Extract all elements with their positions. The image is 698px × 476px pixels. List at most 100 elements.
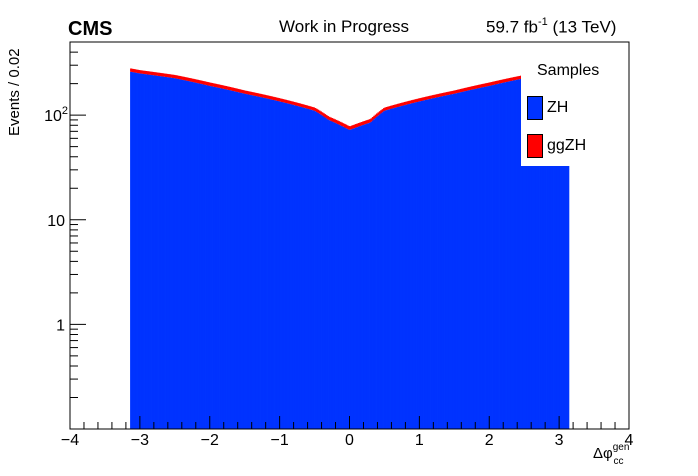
bar-ggzh-256	[487, 82, 490, 87]
bar-zh-114	[289, 104, 292, 430]
bar-ggzh-201	[410, 100, 413, 104]
bar-zh-285	[528, 77, 531, 429]
bar-ggzh-89	[254, 92, 257, 96]
bar-zh-8	[141, 73, 144, 430]
bar-zh-0	[130, 71, 132, 430]
bar-ggzh-158	[350, 125, 353, 130]
bar-zh-222	[440, 96, 443, 429]
bar-ggzh-35	[179, 75, 181, 80]
bar-ggzh-242	[468, 86, 471, 91]
bar-zh-301	[550, 75, 553, 430]
bar-ggzh-68	[225, 86, 227, 90]
bar-zh-241	[466, 90, 469, 430]
legend-swatch-ggzh	[527, 134, 543, 158]
bar-ggzh-109	[282, 99, 285, 103]
bar-zh-183	[385, 110, 388, 429]
bar-zh-190	[395, 107, 398, 430]
bar-ggzh-66	[222, 85, 225, 89]
bar-zh-149	[338, 124, 341, 429]
bar-zh-105	[276, 100, 279, 430]
bar-zh-91	[257, 96, 260, 429]
y-tick-label: 102	[44, 105, 68, 125]
bar-zh-24	[163, 76, 166, 430]
bar-ggzh-162	[356, 123, 359, 128]
bar-zh-176	[376, 116, 378, 430]
bar-ggzh-218	[434, 94, 437, 98]
bar-zh-278	[518, 79, 521, 430]
bar-zh-145	[332, 122, 335, 429]
bar-zh-196	[404, 105, 406, 429]
bar-ggzh-41	[187, 77, 190, 82]
bar-ggzh-168	[364, 120, 367, 125]
bar-zh-82	[244, 93, 247, 429]
bar-zh-298	[546, 75, 549, 429]
bar-ggzh-176	[376, 113, 378, 117]
bar-zh-257	[489, 85, 492, 429]
bar-ggzh-94	[261, 94, 264, 98]
bar-zh-172	[370, 121, 373, 429]
bar-ggzh-86	[250, 91, 253, 96]
bar-zh-243	[469, 90, 472, 429]
bar-zh-3	[134, 72, 137, 429]
status-label: Work in Progress	[279, 17, 410, 36]
bar-zh-59	[212, 86, 215, 430]
bar-ggzh-232	[454, 90, 457, 94]
bar-zh-161	[355, 127, 357, 430]
bar-zh-146	[334, 122, 336, 429]
bar-ggzh-81	[243, 90, 246, 94]
bar-zh-28	[169, 77, 172, 429]
bar-zh-141	[327, 119, 329, 429]
bar-zh-269	[506, 81, 508, 429]
bar-ggzh-12	[146, 71, 149, 75]
bar-zh-199	[408, 104, 410, 430]
bar-zh-254	[485, 86, 487, 430]
bar-ggzh-175	[374, 114, 377, 119]
bar-ggzh-152	[342, 123, 345, 127]
bar-zh-130	[311, 110, 314, 429]
bar-zh-164	[359, 126, 362, 430]
bar-zh-236	[459, 92, 462, 430]
bar-zh-248	[476, 88, 479, 429]
bar-ggzh-60	[213, 83, 216, 87]
bar-zh-137	[321, 115, 324, 429]
bar-zh-154	[345, 128, 348, 430]
bar-zh-42	[188, 81, 191, 429]
bar-ggzh-220	[437, 93, 440, 98]
bar-zh-74	[233, 91, 236, 429]
bar-zh-228	[448, 94, 451, 430]
bar-ggzh-209	[422, 97, 424, 101]
bar-ggzh-4	[135, 69, 138, 73]
bar-ggzh-0	[130, 68, 132, 72]
bar-zh-110	[283, 102, 286, 429]
bar-ggzh-91	[257, 93, 260, 97]
bar-ggzh-123	[301, 104, 304, 108]
bar-zh-85	[248, 94, 251, 430]
bar-zh-118	[294, 105, 297, 430]
bar-zh-126	[306, 108, 308, 429]
bar-zh-131	[313, 110, 315, 430]
bar-zh-309	[561, 74, 564, 430]
bar-ggzh-80	[241, 89, 244, 94]
bar-ggzh-3	[134, 69, 137, 73]
bar-zh-90	[255, 96, 258, 429]
bar-ggzh-248	[476, 85, 479, 89]
bar-zh-195	[402, 105, 405, 430]
bar-ggzh-44	[191, 78, 194, 82]
bar-zh-247	[475, 88, 478, 430]
bar-zh-268	[504, 82, 507, 430]
bar-zh-106	[278, 101, 281, 429]
bar-zh-185	[388, 109, 391, 429]
legend-label-zh: ZH	[547, 99, 569, 116]
bar-ggzh-78	[239, 89, 241, 93]
bar-zh-271	[508, 81, 511, 429]
bar-zh-244	[471, 89, 473, 429]
bar-ggzh-200	[409, 100, 412, 104]
bar-zh-52	[202, 84, 205, 430]
bar-ggzh-247	[475, 85, 478, 89]
bar-zh-36	[180, 79, 183, 429]
bar-ggzh-108	[281, 98, 283, 103]
bar-ggzh-11	[145, 70, 148, 75]
bar-zh-76	[236, 91, 239, 430]
bar-zh-225	[444, 95, 447, 429]
